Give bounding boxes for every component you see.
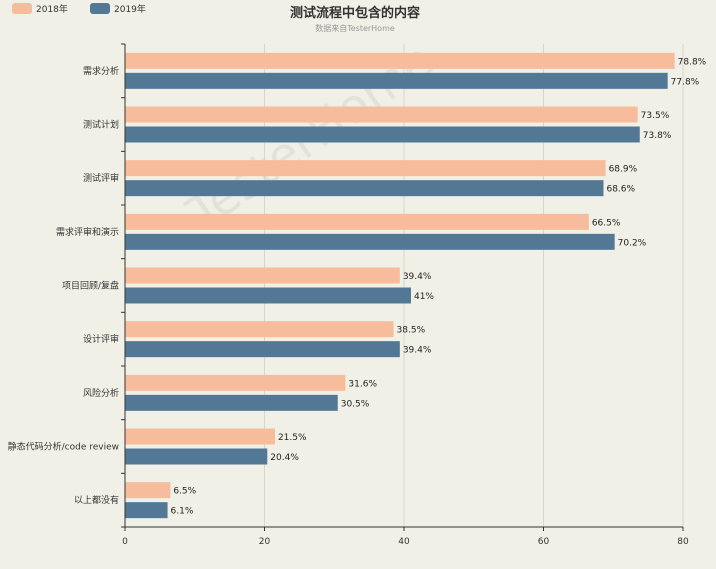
data-label: 68.6% bbox=[606, 185, 635, 195]
bar bbox=[125, 374, 346, 391]
x-tick-label: 40 bbox=[398, 537, 410, 547]
data-label: 30.5% bbox=[341, 399, 370, 409]
bar bbox=[125, 287, 411, 304]
legend-swatch[interactable] bbox=[90, 3, 110, 14]
bar bbox=[125, 106, 638, 123]
category-label: 需求分析 bbox=[83, 65, 119, 77]
bar bbox=[125, 160, 606, 177]
bar bbox=[125, 72, 668, 89]
data-label: 21.5% bbox=[278, 433, 307, 443]
bar bbox=[125, 321, 394, 338]
category-label: 测试计划 bbox=[83, 119, 119, 131]
x-tick-label: 60 bbox=[538, 537, 550, 547]
data-label: 38.5% bbox=[397, 326, 426, 336]
bar bbox=[125, 126, 640, 143]
category-label: 测试评审 bbox=[83, 172, 119, 184]
data-label: 6.5% bbox=[173, 487, 196, 497]
bar bbox=[125, 394, 338, 411]
category-label: 以上都没有 bbox=[74, 494, 119, 506]
data-label: 73.5% bbox=[641, 111, 670, 121]
x-tick-label: 80 bbox=[677, 537, 689, 547]
bar bbox=[125, 428, 275, 445]
bar bbox=[125, 180, 604, 197]
bar bbox=[125, 52, 675, 69]
data-label: 77.8% bbox=[671, 77, 700, 87]
data-label: 73.8% bbox=[643, 131, 672, 141]
data-label: 39.4% bbox=[403, 272, 432, 282]
category-label: 需求评审和演示 bbox=[56, 226, 119, 238]
data-label: 31.6% bbox=[348, 379, 377, 389]
legend: 2018年 2019年 bbox=[12, 3, 146, 15]
category-label: 项目回顾/复盘 bbox=[62, 280, 119, 292]
category-label: 设计评审 bbox=[83, 333, 119, 345]
data-label: 70.2% bbox=[618, 238, 647, 248]
x-tick-label: 20 bbox=[259, 537, 271, 547]
bar bbox=[125, 213, 589, 230]
legend-label[interactable]: 2018年 bbox=[36, 3, 68, 15]
category-label: 风险分析 bbox=[83, 387, 119, 399]
data-label: 66.5% bbox=[592, 218, 621, 228]
grid-lines bbox=[264, 44, 684, 527]
bars: 78.8% 77.8% 73.5% 73.8% 68.9% 68.6% 66.5% 70.2%… bbox=[125, 52, 707, 519]
category-label: 静态代码分析/code review bbox=[8, 441, 119, 453]
data-label: 68.9% bbox=[609, 165, 638, 175]
data-label: 78.8% bbox=[678, 57, 707, 67]
data-label: 39.4% bbox=[403, 346, 432, 356]
x-tick-label: 0 bbox=[122, 537, 128, 547]
data-label: 6.1% bbox=[171, 507, 194, 517]
bar bbox=[125, 233, 615, 250]
data-label: 20.4% bbox=[270, 453, 299, 463]
axes: 0 20 40 60 80 需求分析测试计划测试评审需求评审和演示项目回顾/复盘设计评审风… bbox=[8, 43, 689, 547]
data-label: 41% bbox=[414, 292, 434, 302]
bar bbox=[125, 267, 400, 284]
bar bbox=[125, 448, 268, 465]
bar bbox=[125, 482, 171, 499]
legend-label[interactable]: 2019年 bbox=[114, 3, 146, 15]
bar bbox=[125, 341, 400, 358]
chart-title: 测试流程中包含的内容 bbox=[290, 5, 420, 21]
bar bbox=[125, 502, 168, 519]
chart-subtitle: 数据来自TesterHome bbox=[315, 23, 395, 33]
legend-swatch[interactable] bbox=[12, 3, 32, 14]
